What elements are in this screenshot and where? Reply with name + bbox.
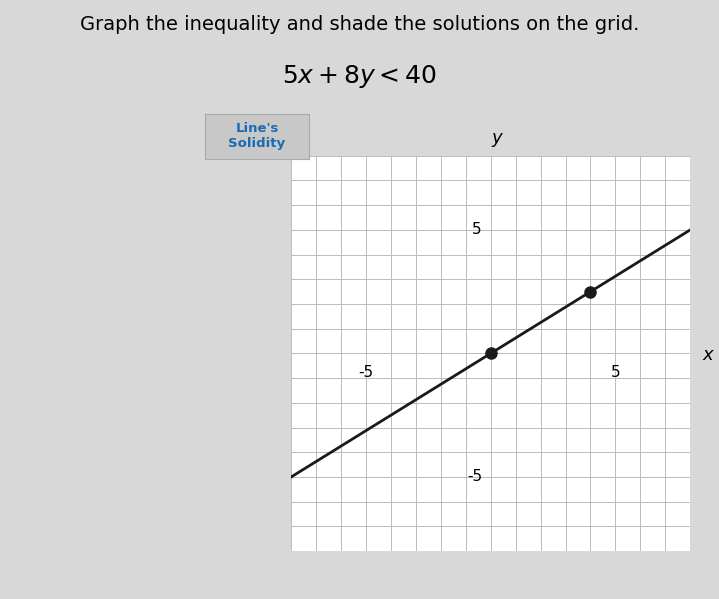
Text: -5: -5 [467,470,482,485]
Text: $5x + 8y < 40$: $5x + 8y < 40$ [282,63,437,90]
Text: 5: 5 [610,365,620,380]
Text: y: y [492,129,503,147]
Text: Graph the inequality and shade the solutions on the grid.: Graph the inequality and shade the solut… [80,15,639,34]
Text: -5: -5 [359,365,374,380]
Text: 5: 5 [472,222,482,237]
Text: x: x [702,346,713,364]
Text: Line's
Solidity: Line's Solidity [229,122,285,150]
